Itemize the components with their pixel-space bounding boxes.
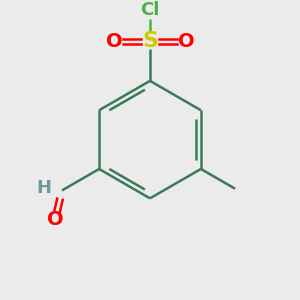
Text: O: O [178,32,194,51]
Text: O: O [106,32,122,51]
Text: Cl: Cl [140,1,160,19]
Text: S: S [142,31,158,51]
Text: H: H [36,179,51,197]
Text: O: O [47,210,64,229]
